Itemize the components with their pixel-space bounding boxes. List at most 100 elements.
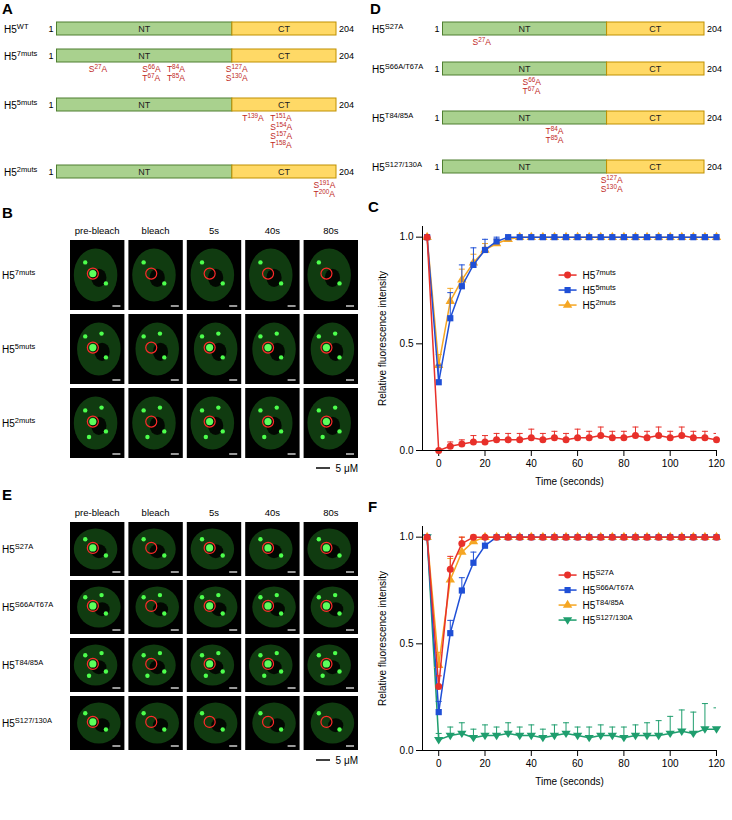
svg-text:CT: CT: [649, 162, 661, 172]
svg-text:CT: CT: [649, 24, 661, 34]
svg-text:S130A: S130A: [601, 183, 623, 194]
svg-text:H5S66A/T67A: H5S66A/T67A: [583, 583, 634, 596]
svg-text:D: D: [370, 0, 381, 17]
svg-text:H52muts: H52muts: [4, 165, 37, 178]
svg-text:40s: 40s: [265, 225, 281, 236]
svg-text:A: A: [2, 0, 13, 17]
svg-text:204: 204: [339, 100, 354, 110]
svg-text:H5S66A/T67A: H5S66A/T67A: [2, 600, 53, 613]
svg-text:CT: CT: [649, 64, 661, 74]
svg-text:204: 204: [707, 113, 722, 123]
svg-text:80: 80: [618, 758, 630, 769]
svg-text:H5WT: H5WT: [4, 22, 29, 35]
svg-text:0: 0: [436, 758, 442, 769]
svg-text:H57muts: H57muts: [4, 49, 37, 62]
svg-text:80s: 80s: [323, 507, 339, 518]
svg-text:1: 1: [434, 24, 439, 34]
svg-text:1.0: 1.0: [400, 231, 414, 242]
svg-text:60: 60: [572, 758, 584, 769]
svg-text:H5T84/85A: H5T84/85A: [372, 111, 413, 124]
svg-text:H5S127/130A: H5S127/130A: [372, 160, 422, 173]
svg-text:H5S27A: H5S27A: [372, 22, 403, 35]
svg-text:1: 1: [48, 24, 53, 34]
svg-text:S27A: S27A: [472, 36, 491, 47]
svg-text:H5S66A/T67A: H5S66A/T67A: [372, 62, 423, 75]
svg-text:120: 120: [708, 758, 725, 769]
svg-text:204: 204: [339, 51, 354, 61]
svg-text:204: 204: [707, 162, 722, 172]
svg-text:0: 0: [436, 458, 442, 469]
svg-text:T158A: T158A: [270, 139, 292, 150]
svg-text:Relative fluorescence intensit: Relative fluorescence intensity: [377, 571, 388, 706]
svg-text:H5S127/130A: H5S127/130A: [583, 613, 633, 626]
svg-text:Time (seconds): Time (seconds): [535, 476, 604, 487]
svg-text:1: 1: [48, 100, 53, 110]
svg-text:5 μM: 5 μM: [336, 755, 358, 766]
svg-text:20: 20: [479, 458, 491, 469]
svg-text:1: 1: [434, 113, 439, 123]
svg-text:T67A: T67A: [142, 72, 160, 83]
svg-text:1: 1: [48, 51, 53, 61]
svg-text:0.5: 0.5: [400, 338, 414, 349]
svg-text:H55muts: H55muts: [2, 342, 35, 355]
svg-text:Time (seconds): Time (seconds): [535, 776, 604, 787]
svg-text:H5T84/85A: H5T84/85A: [2, 658, 43, 671]
svg-text:CT: CT: [649, 113, 661, 123]
svg-text:CT: CT: [278, 167, 290, 177]
svg-text:NT: NT: [138, 24, 150, 34]
svg-text:CT: CT: [278, 24, 290, 34]
svg-text:100: 100: [662, 458, 679, 469]
svg-text:H52muts: H52muts: [2, 416, 35, 429]
svg-text:0.0: 0.0: [400, 745, 414, 756]
svg-text:H5S27A: H5S27A: [583, 568, 614, 581]
svg-text:1: 1: [434, 64, 439, 74]
svg-text:T85A: T85A: [167, 72, 185, 83]
svg-text:80: 80: [618, 458, 630, 469]
svg-text:5 μM: 5 μM: [336, 463, 358, 474]
svg-text:S130A: S130A: [226, 72, 248, 83]
svg-text:bleach: bleach: [142, 507, 170, 518]
svg-text:H57muts: H57muts: [2, 268, 35, 281]
svg-text:E: E: [2, 486, 12, 503]
svg-text:H55muts: H55muts: [4, 98, 37, 111]
svg-text:0.0: 0.0: [400, 445, 414, 456]
svg-text:0.5: 0.5: [400, 638, 414, 649]
svg-text:120: 120: [708, 458, 725, 469]
svg-text:80s: 80s: [323, 225, 339, 236]
svg-text:5s: 5s: [209, 507, 219, 518]
svg-text:H5S27A: H5S27A: [2, 542, 33, 555]
svg-text:204: 204: [339, 24, 354, 34]
svg-text:CT: CT: [278, 100, 290, 110]
svg-text:S27A: S27A: [89, 63, 108, 74]
svg-text:NT: NT: [519, 162, 531, 172]
svg-text:T139A: T139A: [242, 112, 264, 123]
svg-text:pre-bleach: pre-bleach: [75, 507, 120, 518]
svg-text:204: 204: [707, 24, 722, 34]
svg-text:NT: NT: [138, 51, 150, 61]
svg-text:H5S127/130A: H5S127/130A: [2, 716, 52, 729]
svg-text:5s: 5s: [209, 225, 219, 236]
svg-text:40s: 40s: [265, 507, 281, 518]
svg-text:20: 20: [479, 758, 491, 769]
svg-text:204: 204: [707, 64, 722, 74]
svg-text:CT: CT: [278, 51, 290, 61]
svg-text:H55muts: H55muts: [583, 283, 616, 296]
svg-text:NT: NT: [519, 24, 531, 34]
svg-text:1: 1: [48, 167, 53, 177]
svg-text:204: 204: [339, 167, 354, 177]
svg-text:NT: NT: [519, 113, 531, 123]
svg-text:H52muts: H52muts: [583, 298, 616, 311]
svg-text:T67A: T67A: [522, 85, 540, 96]
svg-text:Relative fluorescence intensit: Relative fluorescence intensity: [377, 271, 388, 406]
svg-text:40: 40: [526, 758, 538, 769]
svg-text:40: 40: [526, 458, 538, 469]
svg-text:1.0: 1.0: [400, 531, 414, 542]
svg-text:T200A: T200A: [314, 188, 336, 199]
svg-text:NT: NT: [138, 100, 150, 110]
svg-text:60: 60: [572, 458, 584, 469]
svg-text:100: 100: [662, 758, 679, 769]
svg-text:H5T84/85A: H5T84/85A: [583, 598, 624, 611]
svg-text:NT: NT: [138, 167, 150, 177]
svg-text:B: B: [2, 204, 13, 221]
svg-text:pre-bleach: pre-bleach: [75, 225, 120, 236]
